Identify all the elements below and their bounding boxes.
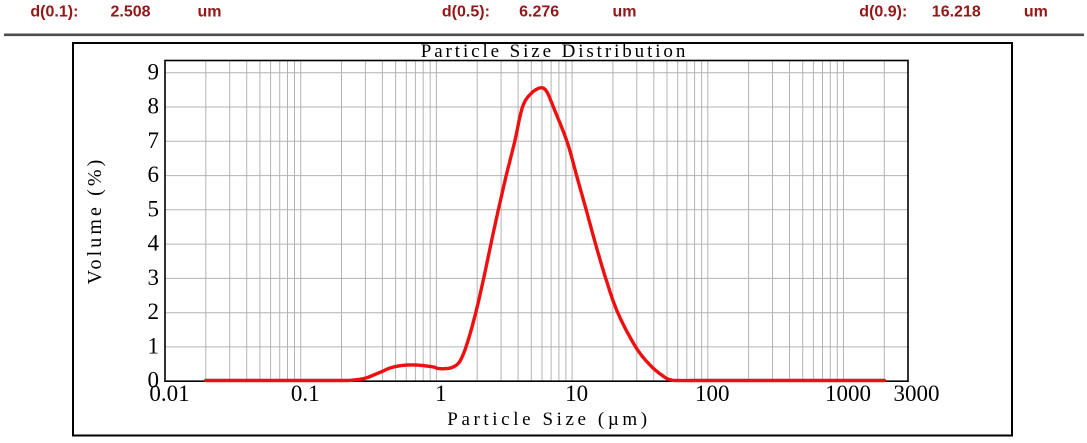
svg-text:9: 9 <box>148 59 160 84</box>
svg-text:0.1: 0.1 <box>291 381 320 406</box>
svg-text:4: 4 <box>148 231 160 256</box>
svg-text:5: 5 <box>148 196 160 221</box>
svg-text:1: 1 <box>435 381 447 406</box>
svg-text:Volume (%): Volume (%) <box>84 157 106 285</box>
svg-text:um: um <box>1024 4 1048 21</box>
svg-text:2: 2 <box>148 299 160 324</box>
svg-text:6: 6 <box>148 162 160 187</box>
svg-text:3: 3 <box>148 265 160 290</box>
svg-text:d(0.1):: d(0.1): <box>30 4 78 21</box>
svg-text:8: 8 <box>148 94 160 119</box>
svg-text:16.218: 16.218 <box>932 4 981 21</box>
svg-text:d(0.5):: d(0.5): <box>442 4 490 21</box>
svg-text:1000: 1000 <box>825 381 871 406</box>
svg-text:um: um <box>613 4 637 21</box>
svg-text:1: 1 <box>148 333 160 358</box>
svg-text:Particle Size (µm): Particle Size (µm) <box>447 409 650 430</box>
svg-text:10: 10 <box>565 381 588 406</box>
svg-text:2.508: 2.508 <box>111 4 151 21</box>
svg-text:7: 7 <box>148 128 160 153</box>
svg-text:0.01: 0.01 <box>149 381 189 406</box>
svg-text:100: 100 <box>695 381 730 406</box>
svg-text:0: 0 <box>148 368 160 393</box>
svg-text:um: um <box>198 4 222 21</box>
svg-text:6.276: 6.276 <box>519 4 559 21</box>
svg-text:d(0.9):: d(0.9): <box>859 4 907 21</box>
svg-text:3000: 3000 <box>894 381 940 406</box>
svg-text:Particle Size Distribution: Particle Size Distribution <box>421 41 688 62</box>
